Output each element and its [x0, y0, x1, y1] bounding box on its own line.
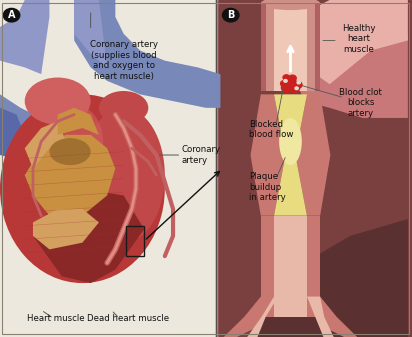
Polygon shape [74, 0, 220, 108]
Text: Dead heart muscle: Dead heart muscle [87, 314, 169, 323]
FancyBboxPatch shape [0, 0, 220, 337]
Ellipse shape [261, 0, 320, 10]
Polygon shape [74, 0, 107, 67]
Polygon shape [295, 94, 330, 216]
Circle shape [222, 8, 239, 22]
Polygon shape [247, 297, 278, 337]
Polygon shape [261, 3, 266, 91]
Polygon shape [261, 3, 274, 91]
Ellipse shape [25, 78, 91, 125]
Polygon shape [25, 121, 66, 168]
Circle shape [283, 75, 290, 80]
Polygon shape [58, 108, 99, 135]
Polygon shape [274, 3, 307, 91]
Text: B: B [227, 10, 234, 20]
FancyBboxPatch shape [216, 0, 412, 337]
Ellipse shape [49, 138, 91, 165]
Ellipse shape [279, 118, 302, 165]
Circle shape [281, 83, 293, 92]
Circle shape [281, 81, 288, 87]
Polygon shape [33, 189, 144, 283]
Polygon shape [33, 209, 99, 249]
Polygon shape [224, 297, 274, 337]
Text: Heart muscle: Heart muscle [27, 314, 84, 323]
Text: Healthy
heart
muscle: Healthy heart muscle [342, 24, 375, 54]
Ellipse shape [0, 94, 165, 283]
Text: Coronary artery
(supplies blood
and oxygen to
heart muscle): Coronary artery (supplies blood and oxyg… [89, 40, 158, 81]
Text: Blocked
blood flow: Blocked blood flow [249, 120, 294, 140]
Polygon shape [274, 216, 307, 317]
Circle shape [295, 87, 298, 90]
Text: A: A [8, 10, 15, 20]
Polygon shape [225, 219, 408, 337]
Text: Coronary
artery: Coronary artery [181, 145, 220, 165]
Polygon shape [274, 94, 307, 216]
Ellipse shape [45, 104, 103, 179]
Polygon shape [0, 108, 25, 162]
FancyBboxPatch shape [218, 0, 412, 337]
Polygon shape [25, 135, 115, 216]
Circle shape [289, 75, 296, 81]
Text: Blood clot
blocks
artery: Blood clot blocks artery [339, 88, 382, 118]
Polygon shape [307, 216, 320, 317]
Circle shape [294, 82, 302, 88]
Polygon shape [315, 3, 320, 91]
Polygon shape [307, 297, 357, 337]
Polygon shape [307, 297, 334, 337]
Ellipse shape [82, 108, 165, 243]
Circle shape [3, 8, 20, 22]
Circle shape [297, 81, 300, 84]
Circle shape [290, 84, 300, 92]
Polygon shape [261, 216, 274, 317]
Text: Plaque
buildup
in artery: Plaque buildup in artery [249, 172, 286, 202]
Circle shape [285, 79, 294, 86]
Ellipse shape [99, 91, 148, 125]
Circle shape [284, 80, 287, 82]
Polygon shape [297, 0, 408, 84]
Polygon shape [307, 3, 320, 91]
Bar [126, 226, 144, 256]
Polygon shape [250, 94, 286, 216]
Circle shape [285, 80, 298, 90]
Polygon shape [0, 94, 41, 152]
Polygon shape [0, 0, 49, 74]
Polygon shape [297, 34, 408, 118]
